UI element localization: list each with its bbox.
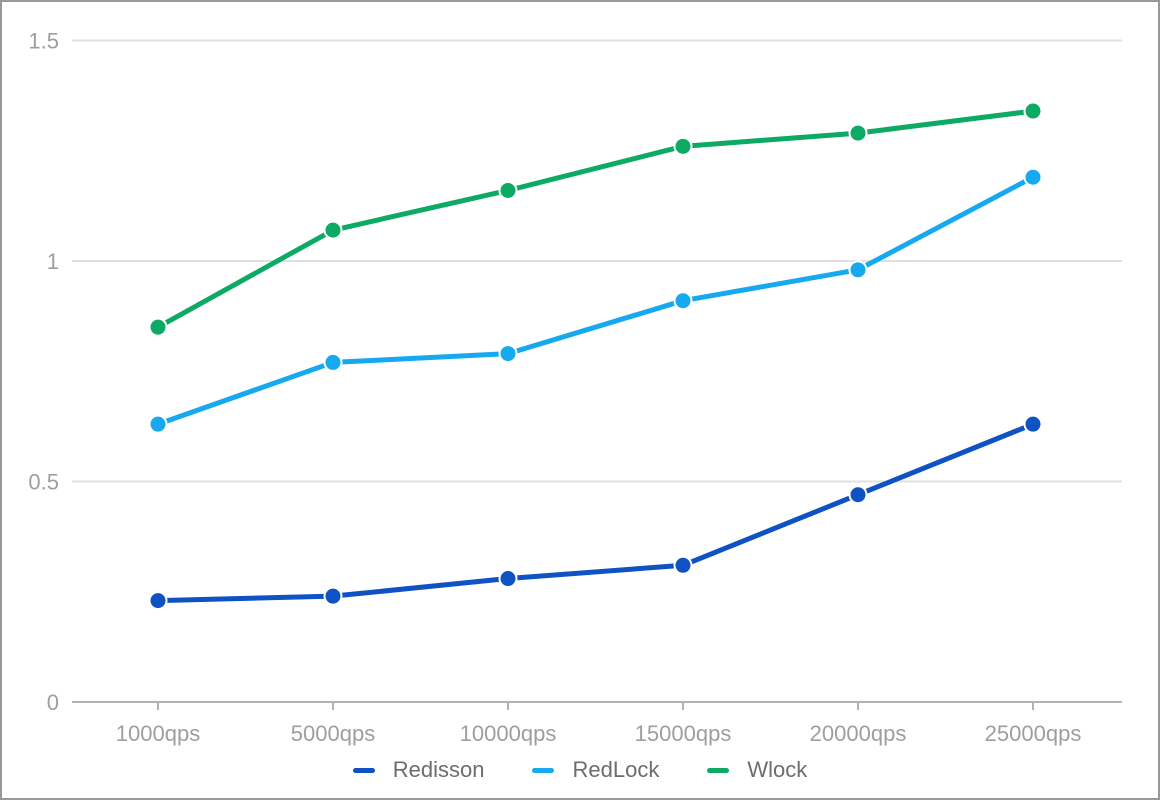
- legend-item-wlock[interactable]: Wlock: [707, 757, 807, 783]
- legend-label-redlock: RedLock: [572, 757, 660, 782]
- y-axis-tick-label: 1: [47, 249, 59, 274]
- legend-swatch-redisson: [352, 767, 375, 773]
- data-point-wlock: [1023, 101, 1043, 121]
- legend-item-redlock[interactable]: RedLock: [532, 757, 659, 783]
- data-point-redlock: [1023, 167, 1043, 187]
- data-point-redlock: [323, 352, 343, 372]
- legend-item-redisson[interactable]: Redisson: [352, 757, 485, 783]
- x-axis-tick-label: 25000qps: [985, 721, 1082, 746]
- legend-label-redisson: Redisson: [392, 757, 485, 782]
- legend-swatch-wlock: [707, 767, 730, 773]
- chart-legend: Redisson RedLock Wlock: [2, 757, 1158, 783]
- data-point-redlock: [848, 260, 868, 280]
- x-axis-tick-label: 10000qps: [460, 721, 557, 746]
- data-point-wlock: [673, 136, 693, 156]
- y-axis-tick-label: 0.5: [28, 470, 59, 495]
- data-point-redisson: [498, 569, 518, 589]
- legend-swatch-redlock: [532, 767, 555, 773]
- data-point-redisson: [673, 555, 693, 575]
- data-point-redisson: [148, 591, 168, 611]
- series-line-redisson: [155, 421, 1036, 604]
- data-point-redisson: [323, 586, 343, 606]
- series-line-redlock: [155, 174, 1036, 427]
- x-axis-tick-label: 20000qps: [810, 721, 907, 746]
- data-point-redisson: [848, 485, 868, 505]
- data-point-wlock: [848, 123, 868, 143]
- data-point-redlock: [148, 414, 168, 434]
- data-point-wlock: [148, 317, 168, 337]
- legend-label-wlock: Wlock: [747, 757, 808, 782]
- series-line-wlock: [155, 108, 1036, 330]
- x-axis-tick-label: 5000qps: [291, 721, 375, 746]
- data-point-redisson: [1023, 414, 1043, 434]
- y-axis-tick-label: 0: [47, 690, 59, 715]
- data-point-wlock: [498, 180, 518, 200]
- data-point-redlock: [673, 291, 693, 311]
- data-point-wlock: [323, 220, 343, 240]
- y-axis-tick-label: 1.5: [28, 29, 59, 54]
- x-axis-tick-label: 15000qps: [635, 721, 732, 746]
- line-chart: 0 0.5 1 1.5 1000qps 5000qps 10000qps 15000qps 20…: [28, 29, 1122, 746]
- x-axis-tick-label: 1000qps: [116, 721, 200, 746]
- data-point-redlock: [498, 344, 518, 364]
